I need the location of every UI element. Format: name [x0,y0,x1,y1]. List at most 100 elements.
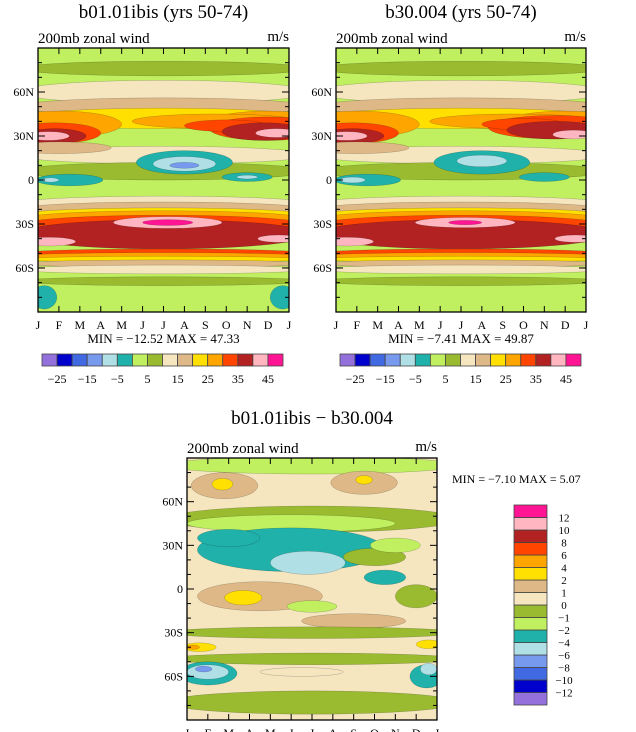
x-tick-label: S [499,318,506,332]
y-tick-label: 30N [13,129,34,143]
contour-region [187,626,437,639]
min-max-label: MIN = −12.52 MAX = 47.33 [87,331,239,346]
colorbar-box [513,667,548,681]
contour-region [363,569,406,585]
contour-region [187,690,437,715]
colorbar-label: 2 [561,575,567,587]
colorbar-box [116,353,133,367]
x-tick-label: A [180,318,189,332]
contour-region [38,61,289,77]
y-tick-label: 60S [164,669,183,683]
contour-region [255,128,289,138]
colorbar-box [429,353,446,367]
colorbar-box [101,353,118,367]
x-tick-label: O [519,318,528,332]
colorbar-box [513,642,548,656]
x-tick-label: J [185,726,190,732]
panel-subtitle: 200mb zonal wind [187,441,299,457]
colorbar-label: −15 [78,372,97,386]
contour-region [336,276,586,286]
panel-title: b01.01ibis (yrs 50-74) [79,2,248,23]
x-tick-label: S [202,318,209,332]
colorbar-label: 25 [202,372,214,386]
y-tick-label: 0 [326,173,332,187]
colorbar-label: −15 [376,372,395,386]
colorbar-box [513,567,548,581]
contour-region [336,264,586,275]
contour-region [187,652,437,665]
colorbar-label: −4 [558,638,570,650]
panel-title: b30.004 (yrs 50-74) [385,2,536,23]
y-tick-label: 30N [162,538,183,552]
panel-units: m/s [415,439,437,455]
x-tick-label: J [310,726,315,732]
colorbar-box [369,353,386,367]
panel-units: m/s [564,29,586,45]
contour-region [259,667,344,677]
contour-region [38,276,289,286]
contour-region [224,590,263,606]
contour-region [395,584,437,609]
contour-region [38,141,112,154]
x-tick-label: M [414,318,425,332]
colorbar-box [520,353,537,367]
contour-region [38,285,58,310]
colorbar-box [354,353,371,367]
x-tick-label: N [391,726,400,732]
contour-field [336,48,586,312]
min-max-label: MIN = −7.10 MAX = 5.07 [452,472,581,486]
colorbar-label: −6 [558,650,570,662]
colorbar-box [86,353,103,367]
x-tick-label: F [353,318,360,332]
contour-region [336,131,368,141]
colorbar-label: 4 [561,563,567,575]
colorbar-box [147,353,163,367]
colorbar-box [41,353,58,367]
contour-region [355,475,373,485]
y-tick-label: 60S [15,261,34,275]
contour-region [448,220,483,225]
contour-region [38,264,289,275]
x-tick-label: M [372,318,383,332]
y-tick-label: 30N [311,129,332,143]
colorbar-box [267,353,284,367]
contour-panel-1: b01.01ibis (yrs 50-74) 200mb zonal wind m/… [13,2,291,386]
colorbar-label: 6 [561,550,567,562]
colorbar-box [222,353,239,367]
y-tick-label: 60S [313,261,332,275]
contour-region [420,663,437,676]
colorbar-label: 10 [559,525,571,537]
x-tick-label: A [96,318,105,332]
colorbar-label: 45 [262,372,274,386]
x-tick-label: M [74,318,85,332]
y-tick-label: 30S [15,217,34,231]
x-tick-label: A [245,726,254,732]
colorbar-box [177,353,194,367]
contour-region [195,665,213,673]
colorbar: −25 −15 −5 5 15 25 35 45 [339,353,582,386]
y-tick-label: 30S [313,217,332,231]
contour-region [38,237,76,247]
colorbar-label: 15 [172,372,184,386]
contour-panel-2: b30.004 (yrs 50-74)200mb zonal wind m/sJ F… [311,2,589,386]
contour-region [38,173,104,187]
x-tick-label: S [350,726,357,732]
contour-region [187,644,200,650]
colorbar-box [339,353,356,367]
x-tick-label: F [56,318,63,332]
x-tick-label: J [36,318,41,332]
x-tick-label: O [222,318,231,332]
contour-region [552,129,586,140]
colorbar-label: 35 [232,372,244,386]
colorbar-box [384,353,401,367]
colorbar-label: 5 [442,372,448,386]
panel-units: m/s [267,29,289,45]
contour-region [270,550,346,575]
colorbar-box [162,353,178,367]
x-tick-label: N [243,318,252,332]
y-tick-label: 60N [162,495,183,509]
x-tick-label: J [584,318,589,332]
